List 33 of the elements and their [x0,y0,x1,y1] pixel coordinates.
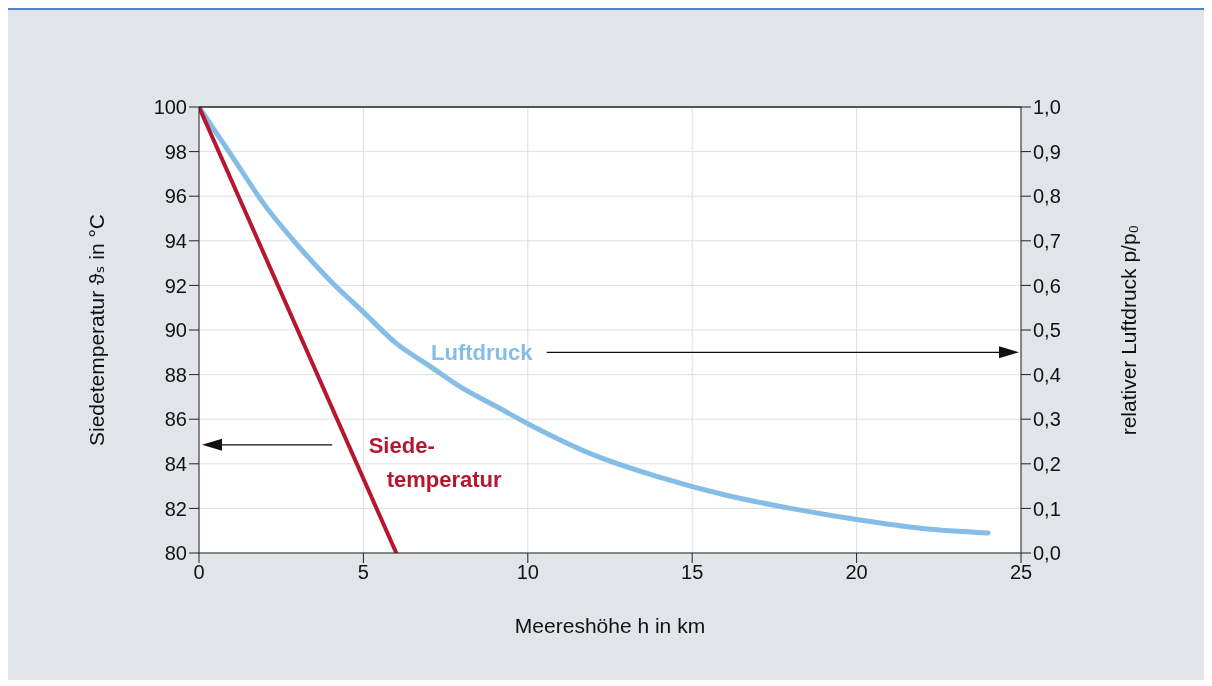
x-tick-label: 15 [681,561,704,584]
x-tick-label: 20 [845,561,868,584]
y2-tick-label: 0,2 [1033,452,1061,475]
y-tick-label: 98 [164,140,187,163]
y-tick-label: 88 [164,363,187,386]
y-tick-label: 80 [164,542,187,565]
series-label: Siede- temperatur [368,432,503,492]
y2-tick-label: 0,9 [1033,140,1061,163]
y-tick-label: 100 [153,96,187,119]
y2-tick-label: 0,7 [1033,229,1061,252]
y-tick-label: 94 [164,229,187,252]
y2-tick-label: 0,0 [1033,542,1061,565]
y2-tick-label: 0,6 [1033,274,1061,297]
x-tick-label: 10 [516,561,539,584]
y-axis-title: Siedetemperatur ϑₛ in °C [85,214,108,446]
x-tick-label: 0 [193,561,205,584]
x-tick-label: 25 [1009,561,1033,584]
x-tick-label: 5 [357,561,369,584]
y2-tick-label: 0,4 [1033,363,1061,386]
y2-tick-label: 1,0 [1033,96,1061,119]
y-tick-label: 96 [164,185,187,208]
y2-axis-title: relativer Luftdruck p/p₀ [1117,224,1140,436]
x-axis-title: Meereshöhe h in km [514,614,706,637]
y-tick-label: 82 [164,497,187,520]
series-label: Luftdruck [431,340,534,366]
y-tick-label: 90 [164,319,187,342]
y2-tick-label: 0,1 [1033,497,1061,520]
y-tick-label: 84 [164,452,187,475]
y2-tick-label: 0,8 [1033,185,1061,208]
y-tick-label: 92 [164,274,187,297]
y2-tick-label: 0,5 [1033,319,1061,342]
y-tick-label: 86 [164,408,187,431]
y2-tick-label: 0,3 [1033,408,1061,431]
